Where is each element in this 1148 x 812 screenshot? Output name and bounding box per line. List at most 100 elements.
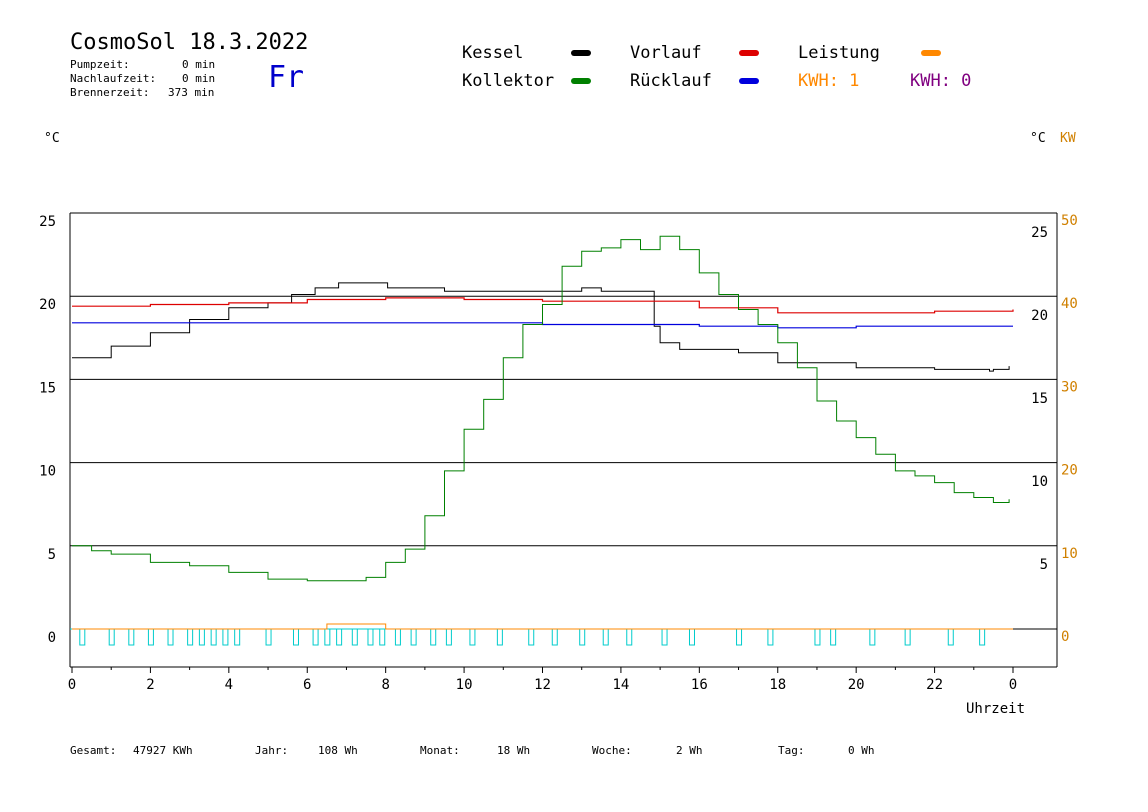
pump-pulse-15 bbox=[351, 628, 358, 646]
pump-pulse-21 bbox=[445, 628, 452, 646]
footer-gesamt-label: Gesamt: bbox=[70, 744, 117, 757]
stat-nachlaufzeit-value: 0 min bbox=[182, 72, 216, 85]
y-tick-right-20: 20 bbox=[1031, 308, 1048, 324]
legend-ruecklauf-label: Rücklauf bbox=[630, 71, 712, 91]
x-tick-label-2: 4 bbox=[225, 677, 233, 693]
pump-pulse-38 bbox=[979, 628, 986, 646]
pump-pulse-1 bbox=[108, 628, 115, 646]
legend-kollektor-swatch bbox=[571, 78, 591, 84]
series-line-leistung bbox=[72, 623, 1013, 630]
pump-pulse-26 bbox=[579, 628, 586, 646]
y-tick-left-0: 0 bbox=[48, 630, 56, 646]
pump-pulse-22 bbox=[469, 628, 476, 646]
x-tick-label-3: 6 bbox=[303, 677, 311, 693]
x-tick-label-0: 0 bbox=[68, 677, 76, 693]
x-tick-label-5: 10 bbox=[456, 677, 473, 693]
pump-pulse-4 bbox=[167, 628, 174, 646]
legend-vorlauf-swatch bbox=[739, 50, 759, 56]
legend-kwh2: KWH: 0 bbox=[910, 71, 972, 91]
pump-pulse-2 bbox=[128, 628, 135, 646]
pump-pulse-0 bbox=[79, 628, 86, 646]
y-tick-left-20: 20 bbox=[39, 297, 56, 313]
y-tick-left-15: 15 bbox=[39, 380, 56, 396]
pump-pulse-36 bbox=[904, 628, 911, 646]
footer-monat-value: 18 Wh bbox=[497, 744, 531, 757]
y-tick-kw-0: 0 bbox=[1061, 629, 1069, 645]
stat-brennerzeit-label: Brennerzeit: bbox=[70, 86, 150, 99]
pump-pulse-9 bbox=[234, 628, 241, 646]
pump-pulse-24 bbox=[528, 628, 535, 646]
stat-pumpzeit-label: Pumpzeit: bbox=[70, 58, 130, 71]
pump-pulse-5 bbox=[187, 628, 194, 646]
x-tick-label-4: 8 bbox=[381, 677, 389, 693]
pump-pulse-10 bbox=[265, 628, 272, 646]
right-axis-kw-unit: KW bbox=[1060, 131, 1076, 146]
y-tick-right-25: 25 bbox=[1031, 225, 1048, 241]
y-tick-right-5: 5 bbox=[1040, 557, 1048, 573]
pump-pulse-23 bbox=[496, 628, 503, 646]
footer-woche-label: Woche: bbox=[592, 744, 632, 757]
page-title: CosmoSol 18.3.2022 bbox=[70, 30, 309, 55]
pump-pulse-12 bbox=[312, 628, 319, 646]
series-line-kollektor bbox=[72, 235, 1010, 582]
pump-pulse-3 bbox=[147, 628, 154, 646]
pump-pulse-13 bbox=[324, 628, 331, 646]
footer-tag-value: 0 Wh bbox=[848, 744, 875, 757]
pump-pulse-29 bbox=[661, 628, 668, 646]
pump-pulse-30 bbox=[688, 628, 695, 646]
legend-kessel-label: Kessel bbox=[462, 43, 524, 63]
weekday-label: Fr bbox=[268, 60, 305, 95]
pump-pulse-11 bbox=[292, 628, 299, 646]
x-tick-label-6: 12 bbox=[534, 677, 551, 693]
pump-pulse-33 bbox=[814, 628, 821, 646]
pump-pulse-25 bbox=[551, 628, 558, 646]
pump-pulse-19 bbox=[410, 628, 417, 646]
x-axis-label: Uhrzeit bbox=[966, 701, 1026, 717]
legend-leistung-swatch bbox=[921, 50, 941, 56]
pump-pulse-6 bbox=[198, 628, 205, 646]
pump-pulse-32 bbox=[767, 628, 774, 646]
right-axis-unit: °C bbox=[1030, 131, 1046, 146]
y-tick-kw-20: 20 bbox=[1061, 463, 1078, 479]
y-tick-kw-30: 30 bbox=[1061, 379, 1078, 395]
legend-vorlauf-label: Vorlauf bbox=[630, 43, 702, 63]
footer-woche-value: 2 Wh bbox=[676, 744, 703, 757]
legend-leistung-label: Leistung bbox=[798, 43, 880, 63]
x-tick-label-12: 0 bbox=[1009, 677, 1017, 693]
y-tick-left-25: 25 bbox=[39, 214, 56, 230]
footer-gesamt-value: 47927 KWh bbox=[133, 744, 193, 757]
legend-kwh1: KWH: 1 bbox=[798, 71, 860, 91]
stat-nachlaufzeit-label: Nachlaufzeit: bbox=[70, 72, 157, 85]
footer-jahr-label: Jahr: bbox=[255, 744, 289, 757]
footer-monat-label: Monat: bbox=[420, 744, 460, 757]
footer-tag-label: Tag: bbox=[778, 744, 805, 757]
left-axis-unit: °C bbox=[44, 131, 60, 146]
y-tick-kw-10: 10 bbox=[1061, 546, 1078, 562]
pump-pulse-16 bbox=[367, 628, 374, 646]
series-line-vorlauf bbox=[72, 297, 1014, 314]
pump-pulse-17 bbox=[379, 628, 386, 646]
y-tick-right-10: 10 bbox=[1031, 474, 1048, 490]
pump-pulse-27 bbox=[602, 628, 609, 646]
y-tick-left-10: 10 bbox=[39, 464, 56, 480]
pump-pulse-28 bbox=[626, 628, 633, 646]
legend-ruecklauf-swatch bbox=[739, 78, 759, 84]
footer-jahr-value: 108 Wh bbox=[318, 744, 358, 757]
x-tick-label-9: 18 bbox=[769, 677, 786, 693]
pump-pulse-14 bbox=[336, 628, 343, 646]
pump-pulse-37 bbox=[947, 628, 954, 646]
y-tick-left-5: 5 bbox=[48, 547, 56, 563]
stat-pumpzeit-value: 0 min bbox=[182, 58, 216, 71]
x-tick-label-10: 20 bbox=[848, 677, 865, 693]
pump-pulse-20 bbox=[430, 628, 437, 646]
x-tick-label-1: 2 bbox=[146, 677, 154, 693]
pump-pulse-8 bbox=[222, 628, 229, 646]
y-tick-kw-50: 50 bbox=[1061, 213, 1078, 229]
y-tick-kw-40: 40 bbox=[1061, 296, 1078, 312]
pump-pulse-7 bbox=[210, 628, 217, 646]
pump-pulse-31 bbox=[736, 628, 743, 646]
x-tick-label-8: 16 bbox=[691, 677, 708, 693]
x-tick-label-11: 22 bbox=[926, 677, 943, 693]
pump-pulse-18 bbox=[394, 628, 401, 646]
